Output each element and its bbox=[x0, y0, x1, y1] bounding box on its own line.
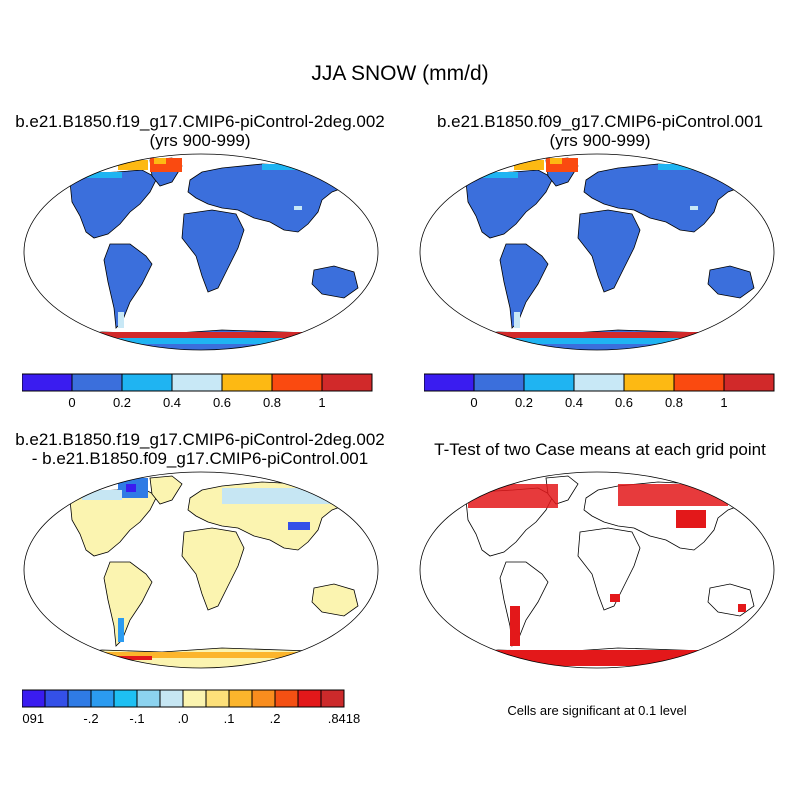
colorbar-swatch bbox=[320, 689, 345, 708]
colorbar-tick-label: 0.8 bbox=[665, 395, 683, 410]
colorbar-tick-label: -.2 bbox=[83, 711, 98, 726]
panel-title-bottom-left-line2: - b.e21.B1850.f09_g17.CMIP6-piControl.00… bbox=[31, 449, 369, 468]
colorbar-swatch bbox=[121, 373, 173, 392]
colorbar-tick-label: 0 bbox=[470, 395, 477, 410]
colorbar-swatch bbox=[623, 373, 675, 392]
map-top-right bbox=[418, 152, 776, 352]
colorbar-swatch bbox=[274, 689, 299, 708]
main-title: JJA SNOW (mm/d) bbox=[311, 62, 489, 85]
panel-title-top-right-line1: b.e21.B1850.f09_g17.CMIP6-piControl.001 bbox=[436, 112, 764, 131]
colorbar-tick-label: 0.4 bbox=[565, 395, 583, 410]
colorbar-swatch bbox=[171, 373, 223, 392]
colorbar-tick-label: 0.6 bbox=[615, 395, 633, 410]
colorbar-swatch bbox=[271, 373, 323, 392]
colorbar-tick-label: 0.4 bbox=[163, 395, 181, 410]
panel-title-top-left-line1: b.e21.B1850.f19_g17.CMIP6-piControl-2deg… bbox=[15, 112, 385, 131]
colorbar-swatch bbox=[523, 373, 575, 392]
map-bottom-right-content bbox=[418, 470, 776, 670]
colorbar-tick-label: 0 bbox=[68, 395, 75, 410]
colorbar-swatch bbox=[573, 373, 625, 392]
panel-title-bottom-left-line1: b.e21.B1850.f19_g17.CMIP6-piControl-2deg… bbox=[15, 430, 385, 449]
colorbar-swatch bbox=[22, 689, 46, 708]
colorbar-swatch bbox=[297, 689, 322, 708]
colorbar-swatch bbox=[44, 689, 69, 708]
colorbar-bottom-left: -3.7091 -.2 -.1 .0 .1 .2 .8418 bbox=[22, 689, 361, 726]
map-bottom-right bbox=[418, 470, 776, 670]
colorbar-tick-label: .8418 bbox=[328, 711, 361, 726]
panel-title-bottom-left: b.e21.B1850.f19_g17.CMIP6-piControl-2deg… bbox=[0, 430, 400, 468]
colorbar-swatch bbox=[228, 689, 253, 708]
colorbar-swatch bbox=[182, 689, 207, 708]
colorbar-swatch bbox=[723, 373, 775, 392]
colorbar-swatch bbox=[673, 373, 725, 392]
colorbar-swatch bbox=[473, 373, 525, 392]
colorbar-swatch bbox=[136, 689, 161, 708]
panel-title-top-left: b.e21.B1850.f19_g17.CMIP6-piControl-2deg… bbox=[0, 112, 400, 150]
colorbar-swatch bbox=[113, 689, 138, 708]
colorbar-tick-label: 0.6 bbox=[213, 395, 231, 410]
colorbar-tick-label: 1 bbox=[318, 395, 325, 410]
map-bottom-left-content bbox=[22, 470, 380, 670]
colorbar-tick-label: 0.2 bbox=[515, 395, 533, 410]
map-top-left bbox=[22, 152, 380, 352]
colorbar-swatch bbox=[424, 373, 475, 392]
colorbar-swatch bbox=[67, 689, 92, 708]
colorbar-tick-label: -3.7091 bbox=[22, 711, 44, 726]
colorbar-tick-label: .1 bbox=[224, 711, 235, 726]
colorbar-swatch bbox=[321, 373, 373, 392]
colorbar-tick-label: -.1 bbox=[129, 711, 144, 726]
colorbar-swatch bbox=[71, 373, 123, 392]
colorbar-tick-label: .0 bbox=[178, 711, 189, 726]
colorbar-swatch bbox=[22, 373, 73, 392]
colorbar-swatch bbox=[205, 689, 230, 708]
map-top-right-content bbox=[418, 152, 776, 352]
colorbar-top-right: 0 0.2 0.4 0.6 0.8 1 bbox=[424, 373, 775, 410]
map-top-left-content bbox=[22, 152, 380, 352]
colorbar-swatch bbox=[90, 689, 115, 708]
colorbar-top-left: 0 0.2 0.4 0.6 0.8 1 bbox=[22, 373, 373, 410]
panel-title-top-right: b.e21.B1850.f09_g17.CMIP6-piControl.001 … bbox=[400, 112, 800, 150]
panel-title-bottom-right: T-Test of two Case means at each grid po… bbox=[400, 440, 800, 459]
colorbar-tick-label: .2 bbox=[270, 711, 281, 726]
panel-title-bottom-right-line1: T-Test of two Case means at each grid po… bbox=[434, 440, 766, 459]
colorbar-swatch bbox=[251, 689, 276, 708]
colorbar-tick-label: 0.2 bbox=[113, 395, 131, 410]
panel-title-top-left-line2: (yrs 900-999) bbox=[149, 131, 251, 150]
colorbar-tick-label: 1 bbox=[720, 395, 727, 410]
colorbar-tick-label: 0.8 bbox=[263, 395, 281, 410]
panel-title-top-right-line2: (yrs 900-999) bbox=[549, 131, 651, 150]
significance-note: Cells are significant at 0.1 level bbox=[507, 703, 687, 718]
colorbar-swatch bbox=[221, 373, 273, 392]
colorbar-swatch bbox=[159, 689, 184, 708]
map-bottom-left bbox=[22, 470, 380, 670]
